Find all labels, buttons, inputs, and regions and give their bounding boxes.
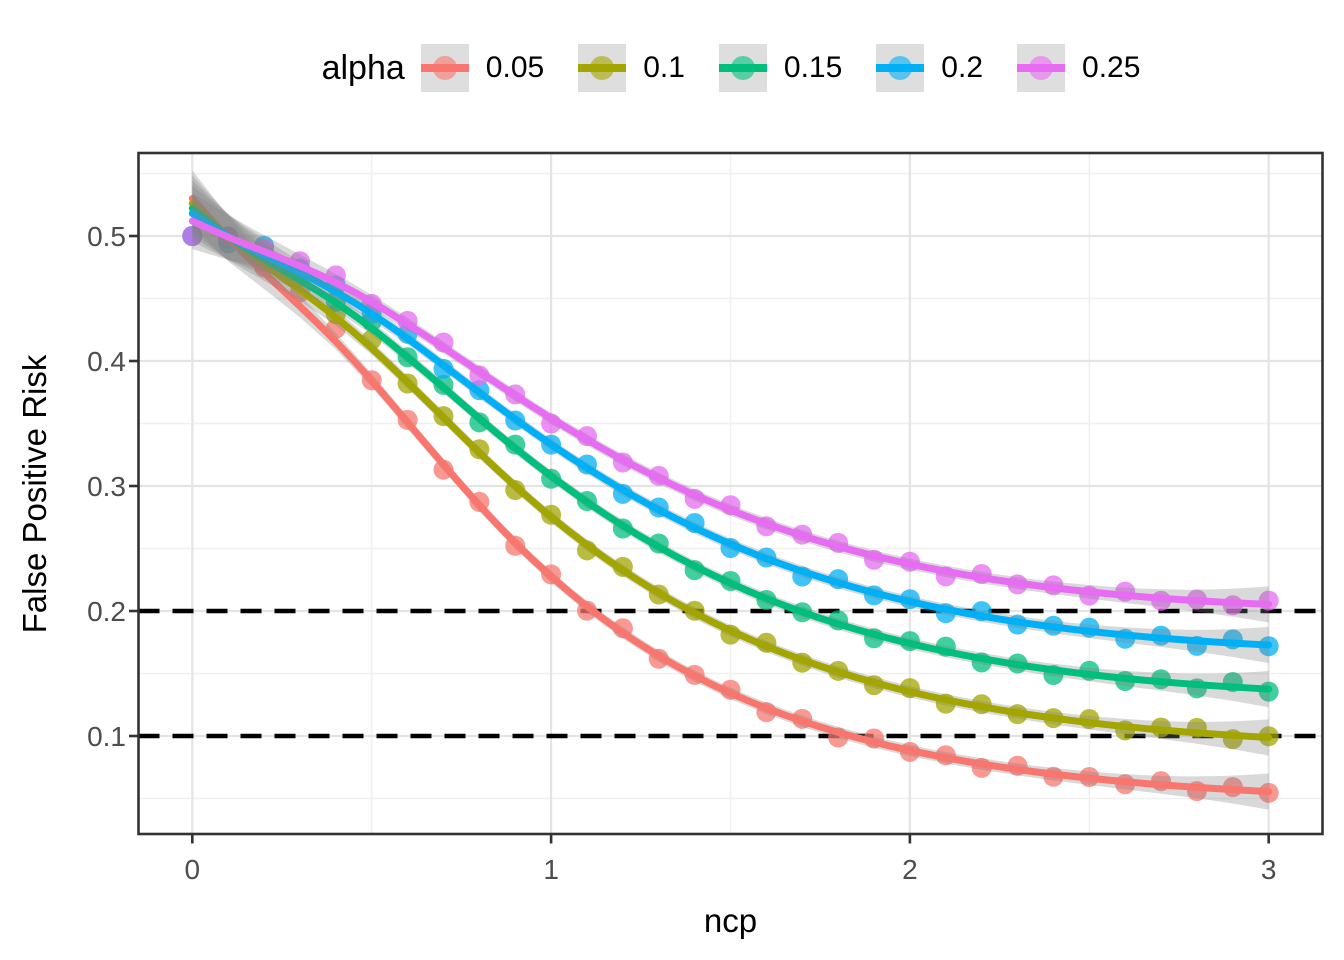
y-tick-label: 0.2	[87, 596, 126, 627]
legend-entry-0.1: 0.1	[578, 44, 685, 92]
y-axis-title: False Positive Risk	[16, 354, 53, 633]
legend-entry-0.2: 0.2	[876, 44, 983, 92]
panel-border	[137, 151, 1324, 836]
smooth-line-0.25	[188, 217, 1273, 608]
legend-line-icon	[420, 64, 469, 72]
legend-line-icon	[578, 64, 627, 72]
y-tick-label: 0.3	[87, 471, 126, 502]
smooth-line-0.1	[188, 200, 1273, 741]
legend-entry-label: 0.25	[1082, 51, 1141, 84]
legend-key-swatch	[718, 44, 767, 92]
x-tick-label: 2	[902, 854, 918, 885]
legend-line-icon	[718, 64, 767, 72]
y-tick-label: 0.4	[87, 346, 126, 377]
legend-entry-label: 0.1	[643, 51, 685, 84]
y-tick-label: 0.5	[87, 221, 126, 252]
x-tick-label: 1	[543, 854, 559, 885]
x-tick-label: 0	[185, 854, 201, 885]
y-tick-label: 0.1	[87, 721, 126, 752]
smooth-line-0.05	[188, 195, 1273, 796]
legend: alpha 0.05 0.1 0.15 0.2 0.25	[139, 40, 1323, 96]
panel-frame-layer	[137, 151, 1324, 836]
smooth-line-0.2	[188, 210, 1273, 649]
axis-layer: 0 1 2 3 0.5 0.4 0.3 0.2 0.1	[87, 221, 1276, 885]
x-tick-label: 3	[1261, 854, 1277, 885]
legend-entry-label: 0.15	[783, 51, 843, 84]
legend-entry-0.15: 0.15	[718, 44, 843, 92]
smooth-layer	[188, 170, 1273, 810]
legend-key-swatch	[420, 44, 469, 92]
legend-entry-label: 0.2	[941, 51, 984, 84]
legend-line-icon	[876, 64, 925, 72]
legend-key-swatch	[876, 44, 925, 92]
smooth-line-0.15	[188, 205, 1273, 693]
x-axis-title: ncp	[704, 902, 757, 939]
legend-key-swatch	[1017, 44, 1066, 92]
legend-entry-0.05: 0.05	[420, 44, 545, 92]
data-point	[182, 226, 203, 246]
legend-title: alpha	[321, 48, 405, 87]
legend-entry-0.25: 0.25	[1017, 44, 1140, 92]
legend-entries: 0.05 0.1 0.15 0.2 0.25	[420, 44, 1140, 92]
legend-key-swatch	[578, 44, 627, 92]
legend-line-icon	[1017, 64, 1066, 72]
legend-entry-label: 0.05	[485, 51, 545, 84]
